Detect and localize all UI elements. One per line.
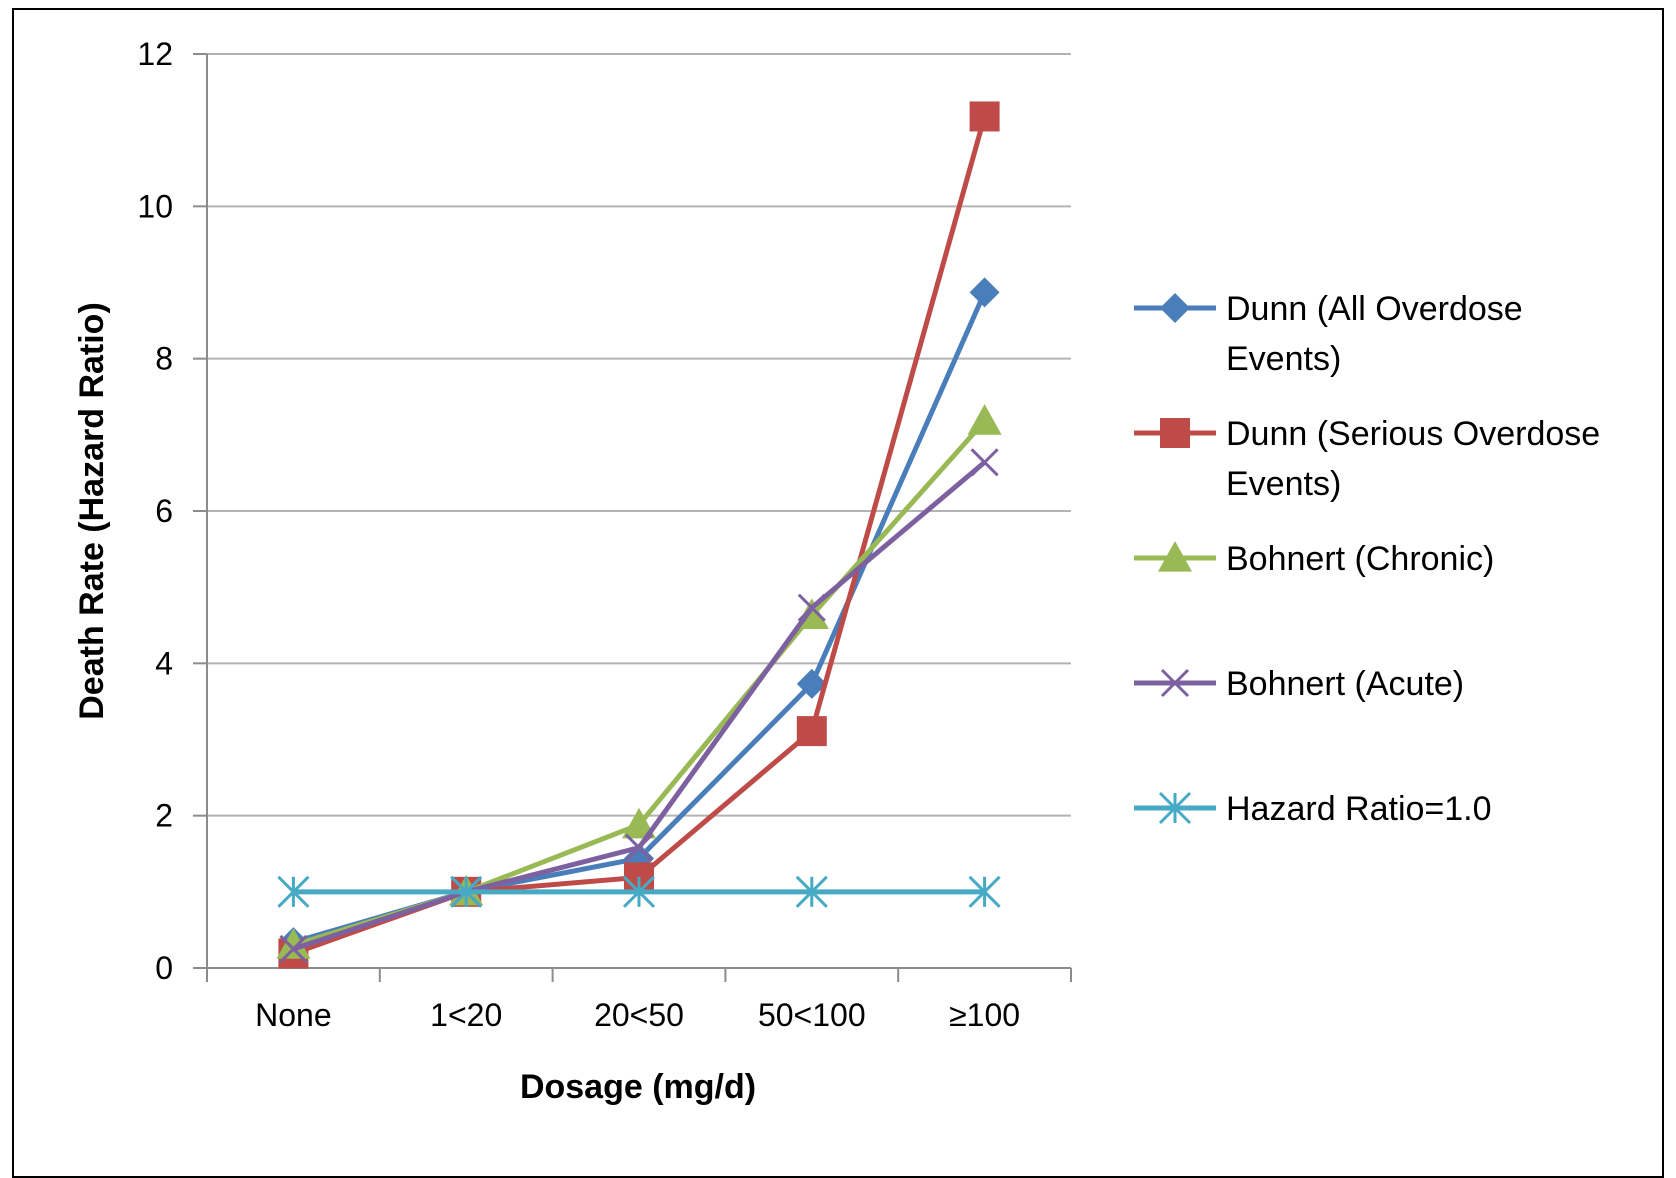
- x-marker: [970, 448, 999, 477]
- triangle-marker: [967, 404, 1002, 435]
- series-4: [277, 875, 1001, 908]
- legend-item: Bohnert (Acute): [1134, 665, 1464, 703]
- x-axis-title: Dosage (mg/d): [520, 1068, 756, 1106]
- star-marker: [450, 875, 483, 908]
- triangle-marker: [276, 928, 311, 959]
- gridlines: [207, 53, 1071, 817]
- legend-label: Bohnert (Acute): [1226, 665, 1464, 703]
- square-marker: [1160, 418, 1190, 448]
- star-marker: [1158, 791, 1192, 825]
- axes: [193, 53, 1072, 982]
- star-marker: [622, 875, 656, 908]
- x-marker-stroke: [797, 593, 826, 622]
- diamond-marker: [796, 668, 827, 699]
- legend-label: Dunn (All Overdose: [1226, 290, 1523, 328]
- diamond-marker: [1160, 293, 1190, 323]
- x-tick-labels: None 1<20 20<50 50<100 ≥100: [255, 997, 1020, 1033]
- series-1: [278, 101, 1000, 969]
- y-tick-label: 8: [155, 341, 173, 377]
- star-marker: [968, 875, 1001, 908]
- x-marker-stroke: [970, 448, 999, 477]
- y-tick-label: 12: [137, 36, 173, 72]
- legend-label: Dunn (Serious Overdose: [1226, 415, 1600, 453]
- square-marker: [969, 101, 1000, 132]
- legend-item: Dunn (Serious Overdose Events): [1134, 415, 1600, 503]
- series-group: [276, 101, 1002, 969]
- legend-label: Events): [1226, 340, 1341, 378]
- y-axis-title: Death Rate (Hazard Ratio): [73, 302, 111, 720]
- x-tick-label: 50<100: [758, 997, 866, 1033]
- y-tick-labels: 0 2 4 6 8 10 12: [137, 36, 173, 986]
- y-tick-label: 0: [155, 950, 173, 986]
- x-marker: [279, 934, 308, 964]
- chart-frame: [12, 8, 1664, 1178]
- x-marker: [797, 593, 826, 622]
- legend-item: Hazard Ratio=1.0: [1134, 790, 1492, 828]
- y-tick-label: 6: [155, 493, 173, 529]
- series-0: [278, 277, 1000, 958]
- x-marker: [624, 833, 654, 862]
- x-marker-stroke: [279, 934, 308, 964]
- legend-label: Hazard Ratio=1.0: [1226, 790, 1492, 828]
- y-tick-label: 10: [137, 188, 173, 224]
- x-tick-label: ≥100: [949, 997, 1020, 1033]
- triangle-marker: [622, 807, 656, 839]
- x-tick-label: None: [255, 997, 332, 1033]
- legend-label: Bohnert (Chronic): [1226, 540, 1494, 578]
- x-tick-label: 1<20: [430, 997, 502, 1033]
- x-marker: [1160, 668, 1190, 698]
- legend-item: Bohnert (Chronic): [1134, 540, 1494, 578]
- x-marker-stroke: [1160, 668, 1190, 698]
- legend-item: Dunn (All Overdose Events): [1134, 290, 1523, 378]
- square-marker: [796, 716, 827, 747]
- y-tick-label: 2: [155, 798, 173, 834]
- x-marker-stroke: [624, 833, 654, 862]
- legend-label: Events): [1226, 465, 1341, 503]
- star-marker: [277, 875, 310, 908]
- triangle-marker: [1158, 541, 1192, 572]
- diamond-marker: [969, 277, 1000, 308]
- x-tick-label: 20<50: [594, 997, 684, 1033]
- y-tick-label: 4: [155, 645, 173, 681]
- star-marker: [795, 875, 828, 908]
